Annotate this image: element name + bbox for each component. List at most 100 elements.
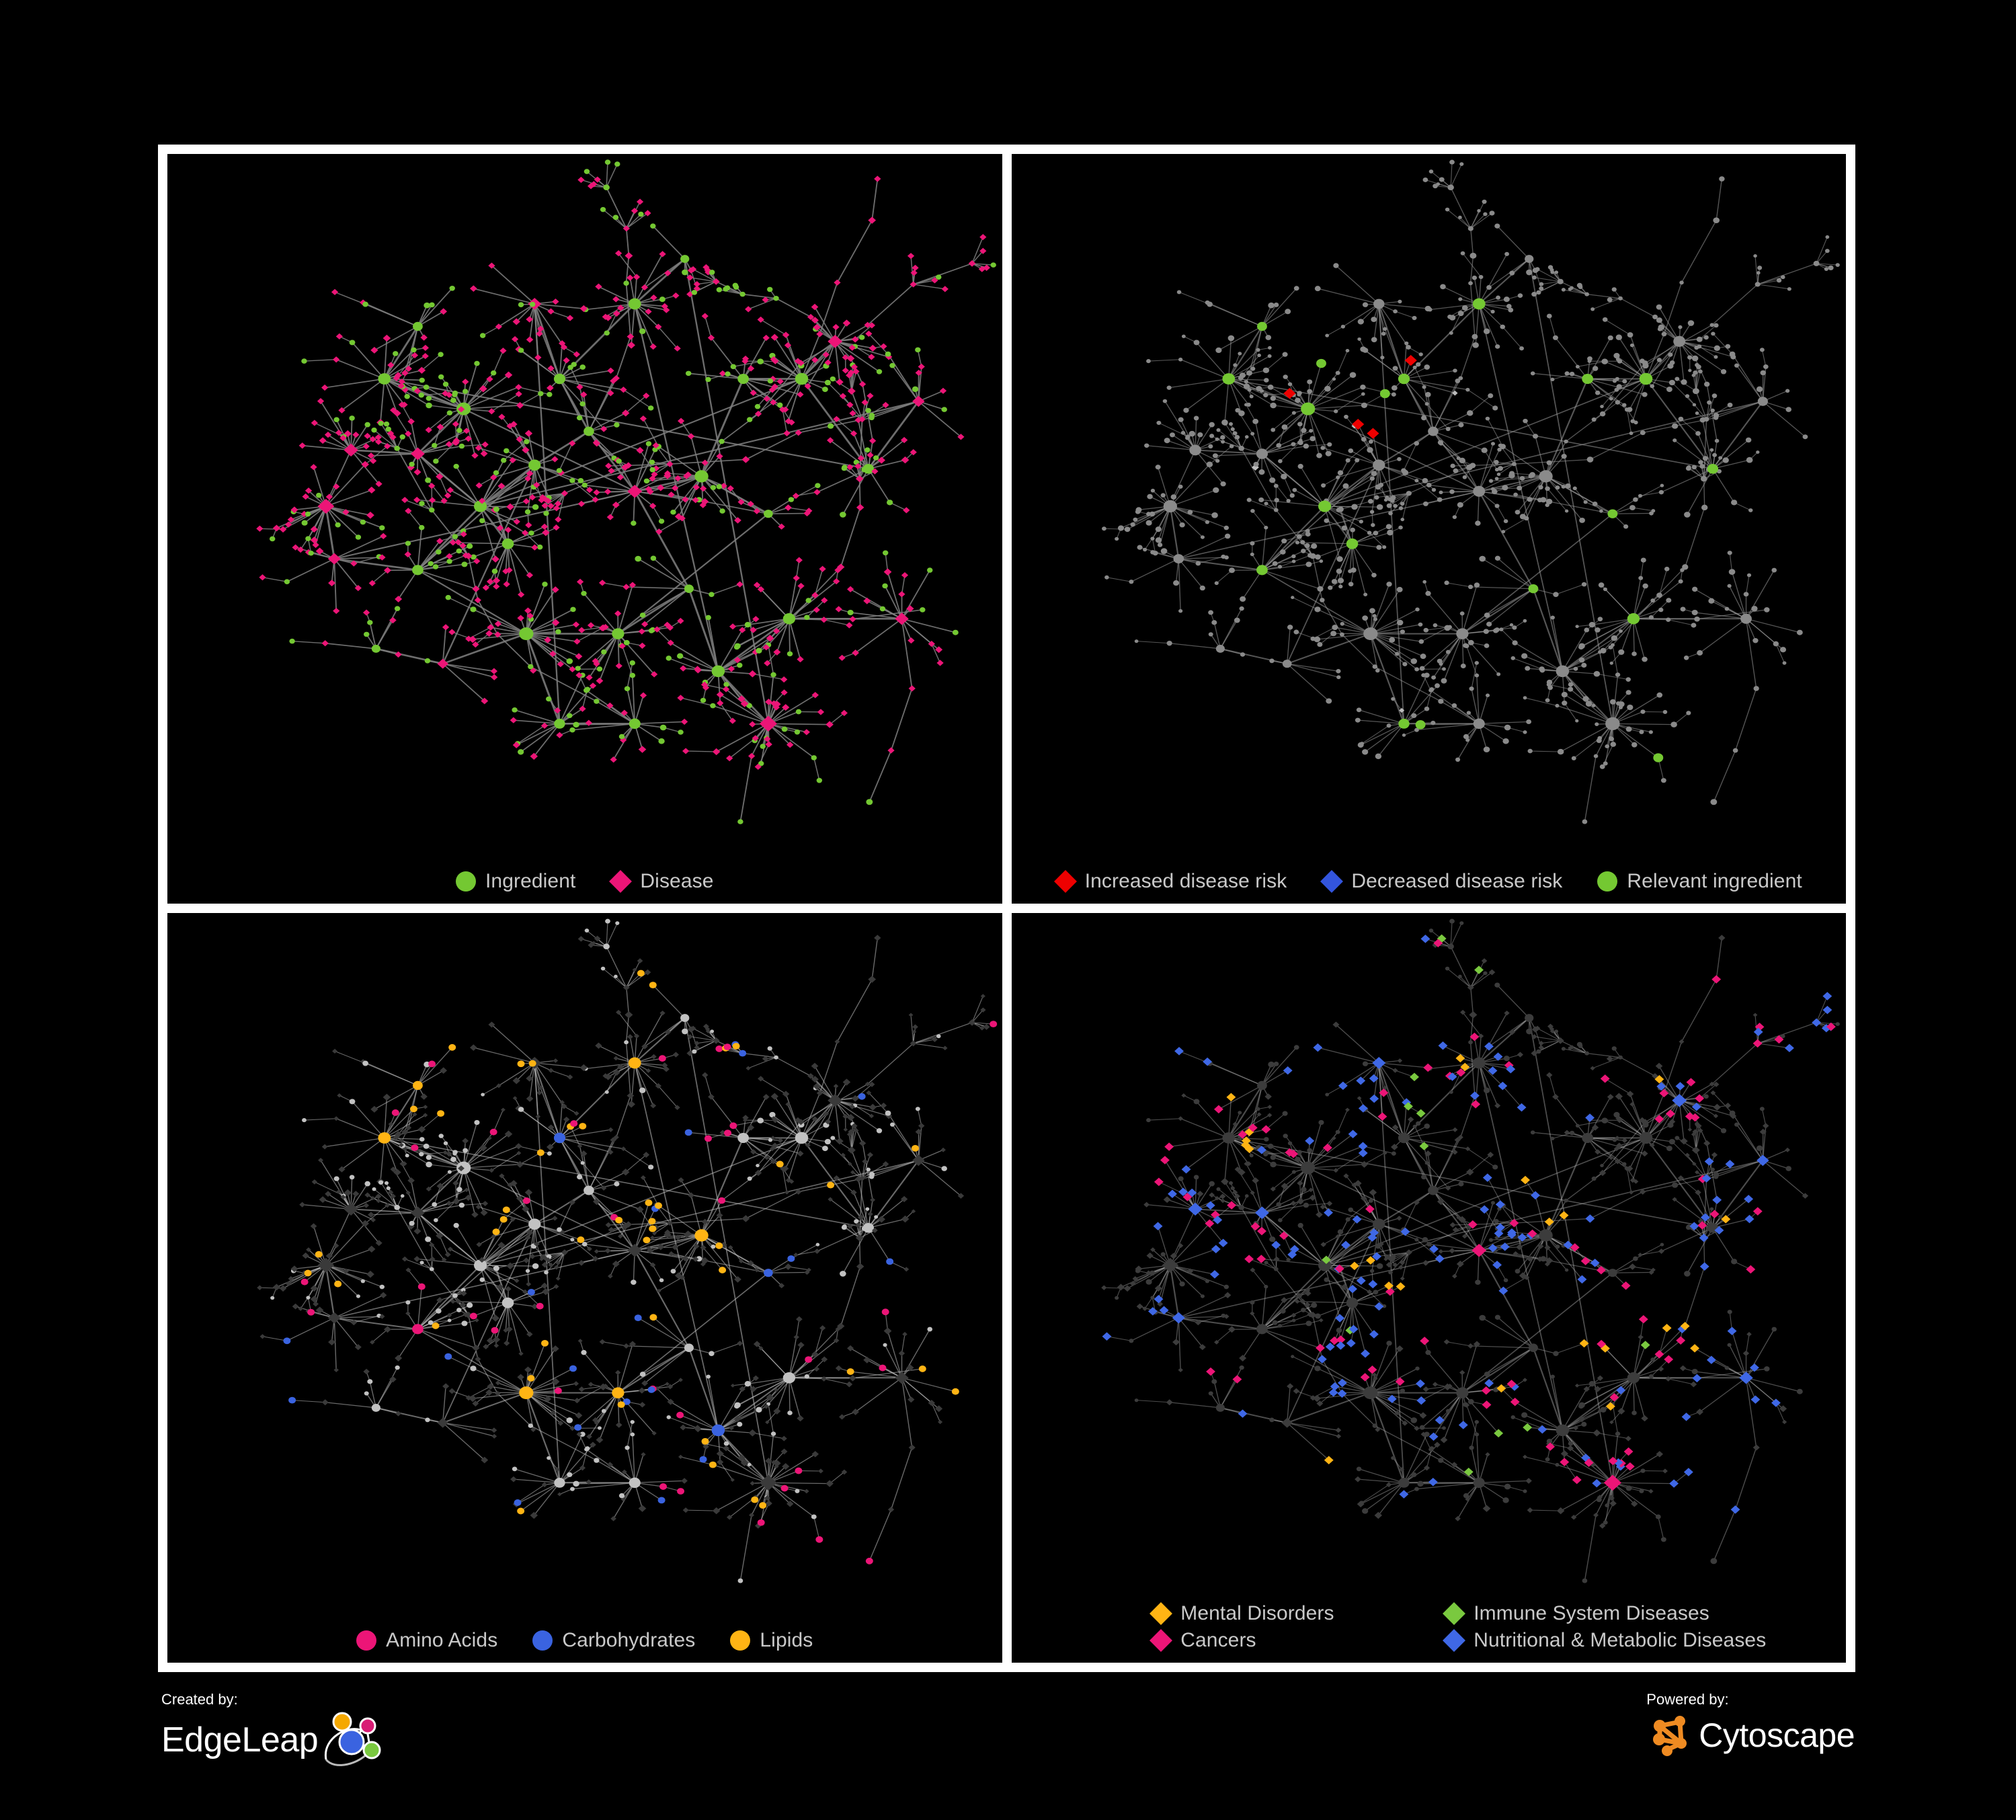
network-node-diamond[interactable] — [778, 523, 785, 530]
network-node-circle[interactable] — [1617, 649, 1624, 656]
network-node-diamond[interactable] — [1656, 1451, 1663, 1458]
network-node-diamond[interactable] — [613, 1056, 619, 1061]
network-node-circle[interactable] — [367, 620, 373, 625]
network-node-diamond[interactable] — [485, 1389, 493, 1396]
network-node-diamond[interactable] — [1312, 1043, 1322, 1052]
network-node-circle[interactable] — [574, 1424, 582, 1431]
network-node-diamond[interactable] — [674, 345, 681, 352]
network-node-circle[interactable] — [1178, 522, 1185, 528]
network-node-diamond[interactable] — [490, 668, 498, 674]
network-node-diamond[interactable] — [405, 1267, 411, 1273]
network-node-circle[interactable] — [1471, 333, 1478, 340]
network-node-circle[interactable] — [739, 1050, 747, 1057]
network-node-diamond[interactable] — [903, 507, 910, 514]
network-node-diamond[interactable] — [505, 1285, 512, 1292]
network-node-diamond[interactable] — [325, 1191, 331, 1197]
network-node-diamond[interactable] — [1335, 1433, 1341, 1439]
network-node-circle[interactable] — [579, 401, 586, 407]
network-node-circle[interactable] — [1625, 726, 1632, 732]
network-node-circle[interactable] — [1155, 526, 1162, 532]
network-node-circle[interactable] — [1188, 430, 1195, 437]
network-node-circle[interactable] — [419, 1137, 425, 1142]
network-node-circle[interactable] — [1692, 403, 1696, 407]
network-node-circle[interactable] — [1392, 309, 1398, 314]
network-node-circle[interactable] — [1390, 1254, 1396, 1259]
network-node-diamond[interactable] — [651, 671, 658, 678]
network-node-diamond[interactable] — [1467, 1343, 1474, 1349]
network-node-circle[interactable] — [1473, 1477, 1485, 1489]
network-node-circle[interactable] — [692, 1049, 697, 1054]
network-node-circle[interactable] — [1150, 488, 1155, 493]
network-node-circle[interactable] — [614, 422, 620, 428]
network-node-diamond[interactable] — [644, 969, 651, 976]
network-node-diamond[interactable] — [1177, 1116, 1183, 1121]
network-node-circle[interactable] — [305, 536, 311, 541]
network-node-circle[interactable] — [1615, 672, 1620, 677]
network-node-circle[interactable] — [425, 1236, 432, 1242]
network-node-diamond[interactable] — [1449, 1222, 1456, 1228]
network-node-diamond[interactable] — [542, 1288, 550, 1296]
network-node-diamond[interactable] — [473, 558, 481, 565]
network-node-circle[interactable] — [1707, 463, 1718, 474]
network-node-diamond[interactable] — [1668, 1119, 1675, 1125]
network-node-diamond[interactable] — [825, 721, 834, 728]
network-node-circle[interactable] — [1193, 1099, 1199, 1105]
network-node-circle[interactable] — [554, 719, 565, 729]
network-node-diamond[interactable] — [1593, 1386, 1601, 1392]
network-node-circle[interactable] — [567, 1472, 573, 1478]
network-node-circle[interactable] — [573, 1480, 579, 1487]
network-node-circle[interactable] — [538, 391, 544, 397]
network-node-circle[interactable] — [1658, 607, 1663, 612]
network-node-circle[interactable] — [1640, 430, 1646, 436]
network-node-circle[interactable] — [747, 1462, 752, 1466]
network-node-circle[interactable] — [1421, 385, 1426, 389]
network-node-diamond[interactable] — [639, 1402, 646, 1408]
network-node-circle[interactable] — [1535, 290, 1541, 295]
network-node-diamond[interactable] — [1625, 1435, 1631, 1441]
network-node-circle[interactable] — [1493, 459, 1499, 465]
network-node-diamond[interactable] — [1589, 1066, 1595, 1071]
network-node-circle[interactable] — [756, 1407, 762, 1413]
network-node-circle[interactable] — [1728, 569, 1735, 575]
network-node-circle[interactable] — [1732, 748, 1738, 753]
network-node-circle[interactable] — [918, 1366, 926, 1372]
network-node-circle[interactable] — [1445, 1409, 1451, 1413]
network-node-circle[interactable] — [412, 1324, 424, 1335]
network-node-circle[interactable] — [1310, 1302, 1317, 1308]
network-node-diamond[interactable] — [650, 294, 657, 301]
network-node-circle[interactable] — [1780, 275, 1785, 280]
network-node-diamond[interactable] — [429, 1242, 435, 1248]
network-node-circle[interactable] — [1412, 365, 1417, 370]
network-node-diamond[interactable] — [1691, 1146, 1700, 1154]
network-node-diamond[interactable] — [729, 717, 736, 724]
network-node-diamond[interactable] — [612, 310, 620, 317]
network-node-diamond[interactable] — [507, 1182, 514, 1188]
network-node-diamond[interactable] — [712, 748, 721, 756]
network-node-circle[interactable] — [575, 666, 581, 671]
network-node-circle[interactable] — [1390, 495, 1396, 500]
network-node-diamond[interactable] — [1416, 1396, 1426, 1405]
network-node-circle[interactable] — [1293, 286, 1299, 291]
network-node-diamond[interactable] — [374, 434, 382, 441]
network-node-diamond[interactable] — [701, 1218, 709, 1225]
network-node-circle[interactable] — [1507, 307, 1513, 313]
network-node-diamond[interactable] — [762, 1094, 770, 1100]
network-node-diamond[interactable] — [1346, 1339, 1356, 1348]
network-node-circle[interactable] — [1748, 508, 1752, 512]
network-node-diamond[interactable] — [598, 625, 606, 631]
network-node-diamond[interactable] — [1342, 1173, 1349, 1179]
network-node-circle[interactable] — [1237, 1111, 1242, 1115]
network-node-circle[interactable] — [951, 1388, 959, 1395]
network-node-circle[interactable] — [682, 1028, 688, 1035]
network-node-diamond[interactable] — [459, 543, 467, 549]
network-node-circle[interactable] — [1652, 314, 1658, 319]
network-node-circle[interactable] — [1101, 526, 1106, 531]
network-node-diamond[interactable] — [983, 264, 990, 271]
network-node-diamond[interactable] — [855, 475, 864, 483]
network-node-circle[interactable] — [583, 426, 594, 436]
network-node-circle[interactable] — [1414, 479, 1418, 483]
network-node-circle[interactable] — [1494, 982, 1500, 988]
network-node-circle[interactable] — [1756, 386, 1763, 393]
network-node-circle[interactable] — [446, 559, 452, 564]
network-node-circle[interactable] — [1539, 1256, 1546, 1262]
